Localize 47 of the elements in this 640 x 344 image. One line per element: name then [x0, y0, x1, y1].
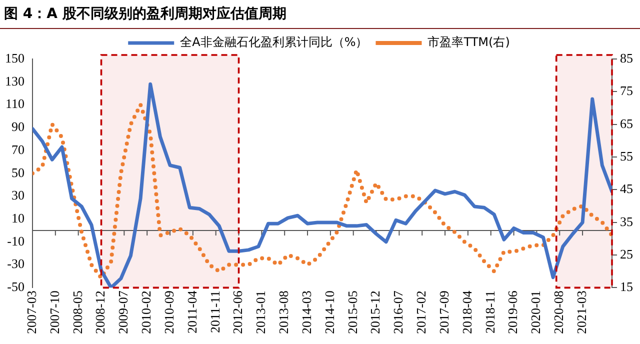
legend-label: 全A非金融石化盈利累计同比（%） — [180, 35, 368, 50]
y-tick-label: -10 — [7, 233, 24, 248]
y-tick-label: 50 — [12, 164, 24, 180]
x-tick-label: 2017-09 — [436, 290, 452, 334]
x-tick-label: 2015-12 — [368, 290, 383, 334]
x-tick-label: 2007-03 — [24, 290, 39, 334]
x-tick-label: 2020-01 — [528, 290, 544, 334]
x-tick-label: 2021-03 — [574, 290, 589, 334]
x-tick-label: 2007-10 — [46, 290, 62, 334]
legend-label: 市盈率TTM(右) — [428, 35, 510, 50]
y-tick-label: 90 — [12, 119, 24, 134]
x-tick-label: 2011-04 — [184, 290, 200, 334]
x-tick-label: 2011-11 — [207, 290, 222, 334]
y2-tick-label: 45 — [620, 181, 633, 196]
y-tick-label: -50 — [7, 279, 24, 294]
x-tick-label: 2008-05 — [70, 290, 85, 334]
y2-tick-label: 65 — [620, 116, 633, 131]
y-tick-label: 150 — [5, 50, 24, 66]
x-tick-label: 2016-07 — [390, 290, 406, 334]
x-tick-label: 2008-12 — [92, 290, 108, 334]
y2-tick-label: 55 — [620, 148, 633, 164]
x-tick-label: 2012-06 — [230, 290, 246, 334]
x-tick-label: 2018-11 — [482, 290, 498, 334]
x-tick-label: 2018-04 — [459, 290, 474, 334]
x-tick-label: 2019-06 — [505, 290, 520, 334]
x-tick-label: 2014-03 — [298, 290, 314, 334]
y2-tick-label: 15 — [620, 279, 633, 294]
x-tick-label: 2015-05 — [344, 290, 360, 334]
y2-tick-label: 85 — [620, 50, 633, 66]
x-tick-label: 2013-01 — [253, 290, 268, 334]
y2-tick-label: 75 — [620, 83, 633, 98]
y-tick-label: 30 — [12, 188, 24, 203]
x-tick-label: 2013-08 — [276, 290, 292, 334]
y-tick-label: -30 — [7, 256, 24, 272]
x-tick-label: 2020-08 — [551, 290, 566, 334]
x-tick-label: 2010-09 — [161, 290, 176, 334]
y-tick-label: 130 — [5, 73, 24, 88]
y-tick-label: 110 — [5, 96, 24, 112]
y-tick-label: 70 — [12, 142, 24, 157]
y2-tick-label: 25 — [620, 246, 633, 262]
x-tick-label: 2009-07 — [116, 290, 131, 334]
chart-title: 图 4：A 股不同级别的盈利周期对应估值周期 — [0, 0, 640, 29]
x-tick-label: 2017-02 — [414, 290, 429, 334]
y-tick-label: 10 — [12, 210, 24, 226]
x-tick-label: 2010-02 — [138, 290, 154, 334]
y2-tick-label: 35 — [620, 214, 633, 229]
x-tick-label: 2014-10 — [322, 290, 337, 334]
